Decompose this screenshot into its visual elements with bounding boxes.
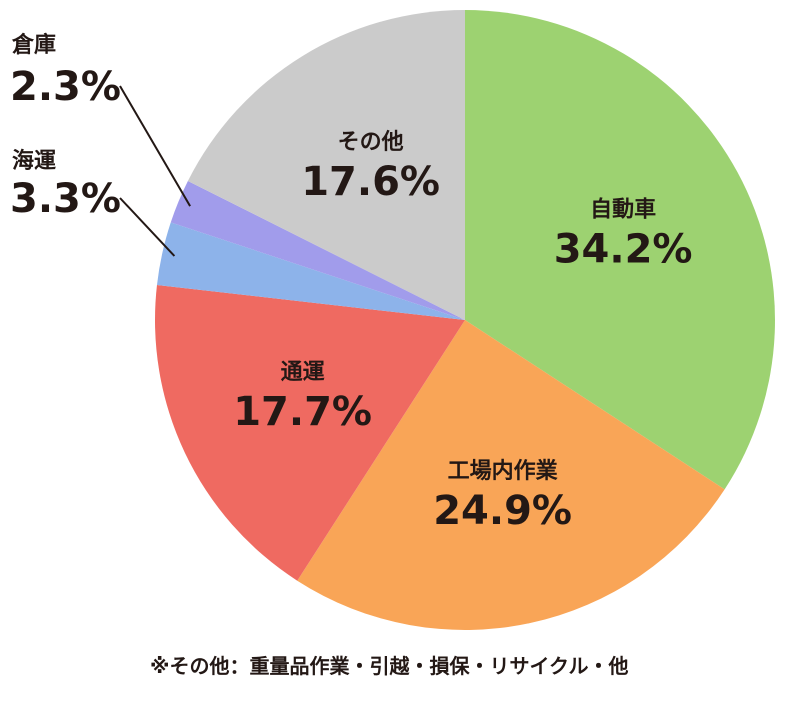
slice-label-1: 自動車 [590,196,656,222]
slice-value-1: 34.2% [554,226,693,272]
leader-lines [119,85,191,257]
pie-slice-1 [465,10,775,490]
slice-value-5: 2.3% [10,64,121,110]
footnote: ※その他：重量品作業・引越・損保・リサイクル・他 [150,654,629,678]
leader-line-4 [119,197,176,257]
slice-value-6: 17.6% [301,159,440,205]
slice-label-3: 通運 [281,360,325,385]
slice-label-2: 工場内作業 [448,459,559,484]
slice-labels: 自動車 34.2% 工場内作業 24.9% 通運 17.7% 海運3.3% 倉庫 2.3% その他… [10,32,692,534]
slice-value-2: 24.9% [433,488,572,534]
leader-line-5 [119,85,191,207]
slice-label-5: 倉庫 [11,32,56,58]
slice-label-6: その他 [338,130,404,155]
pie-slice-2 [297,320,725,630]
pie-slice-3 [154,285,465,581]
slice-label-4: 海運 [12,148,56,174]
pie-slice-4 [156,222,466,320]
slice-value-3: 17.7% [233,389,372,435]
pie-slice-5 [170,181,465,320]
pie-slices [154,10,775,630]
slice-value-4: 3.3% [10,176,121,222]
pie-slice-6 [187,10,465,320]
